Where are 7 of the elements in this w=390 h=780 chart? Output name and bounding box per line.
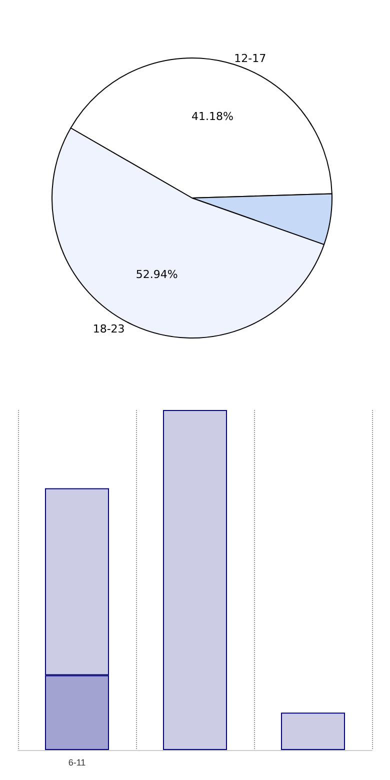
slice-label: 12-17 xyxy=(234,52,266,65)
bar xyxy=(163,410,227,750)
data-label: 41.18% xyxy=(192,110,234,124)
data-label: 52.94% xyxy=(136,268,178,281)
slice-label: 18-23 xyxy=(92,322,125,336)
bar xyxy=(281,712,345,750)
x-tick-label: 6-11 xyxy=(68,758,86,768)
